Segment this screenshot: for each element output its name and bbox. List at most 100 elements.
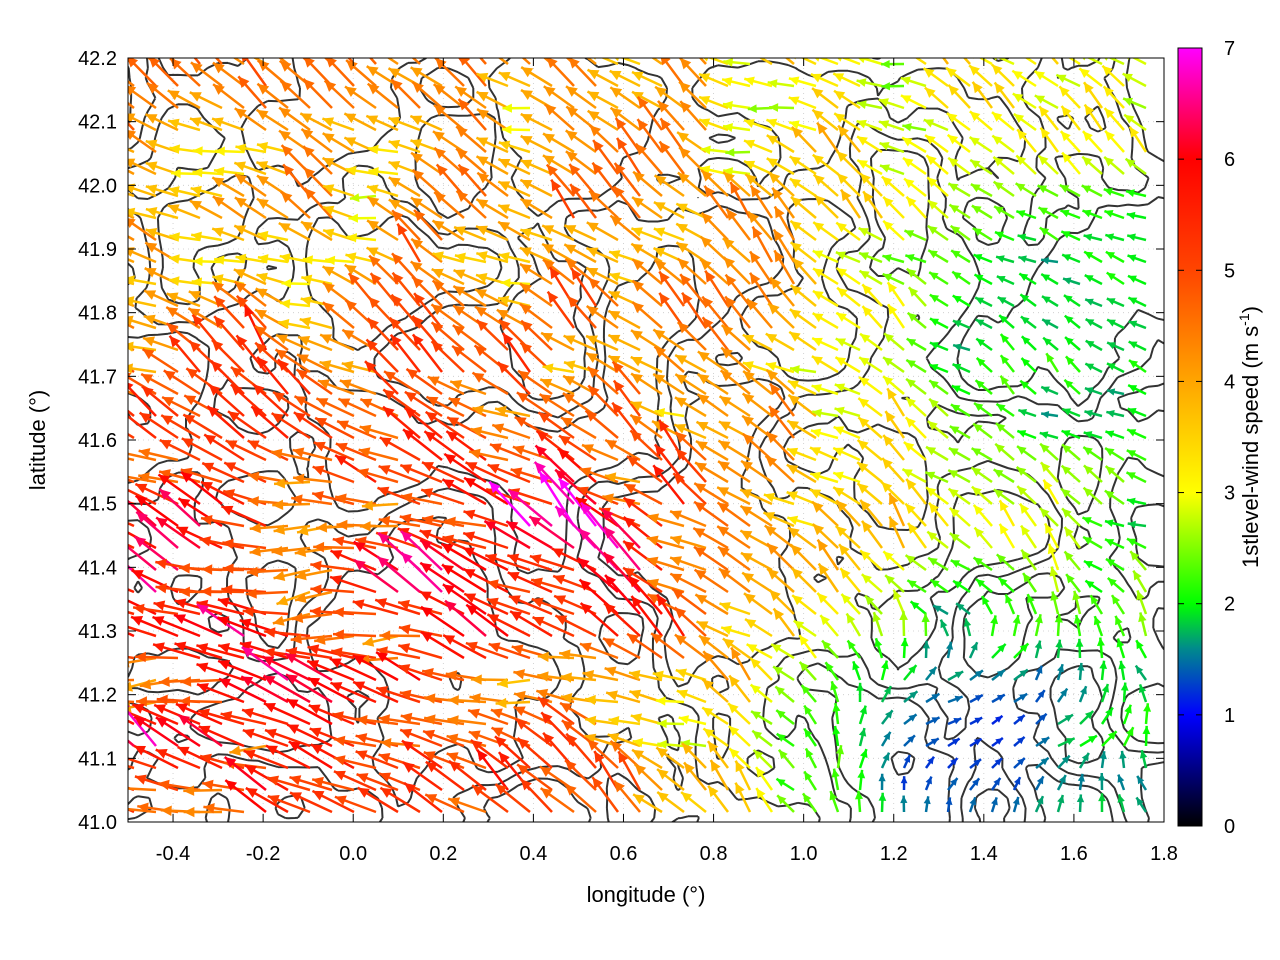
wind-vector (1135, 639, 1148, 659)
wind-vector-head (750, 251, 761, 264)
wind-vector (270, 448, 311, 462)
wind-vector (880, 480, 905, 505)
wind-vector-head (424, 431, 437, 442)
wind-vector-head (610, 107, 623, 119)
wind-vector (728, 674, 751, 703)
wind-vector-head (971, 205, 982, 214)
wind-vector-head (1106, 410, 1115, 418)
wind-vector-head (929, 342, 939, 350)
wind-vector (613, 162, 641, 197)
wind-vector-head (609, 272, 621, 282)
wind-vector (1105, 557, 1125, 572)
wind-vector-head (653, 329, 666, 340)
wind-vector (497, 157, 531, 176)
wind-vector (772, 228, 796, 263)
wind-vector (256, 197, 289, 220)
wind-vector-head (536, 430, 549, 442)
wind-vector-head (631, 227, 643, 237)
wind-vector (410, 151, 443, 176)
wind-vector-head (1034, 71, 1045, 81)
wind-vector (409, 114, 443, 132)
wind-vector (886, 303, 906, 329)
wind-vector-head (265, 728, 277, 739)
wind-vector (882, 272, 905, 286)
wind-vector (651, 58, 663, 66)
wind-vector (881, 82, 905, 91)
wind-vector (433, 146, 465, 175)
wind-vector (242, 606, 289, 617)
wind-vector-head (587, 69, 600, 80)
wind-vector (520, 112, 553, 132)
wind-vector-head (414, 293, 425, 305)
wind-vector-head (196, 662, 209, 673)
wind-vector (998, 523, 1016, 549)
wind-vector (972, 227, 993, 242)
wind-vector (751, 729, 773, 747)
wind-vector-head (128, 158, 136, 169)
wind-vector (811, 337, 839, 352)
wind-vector (233, 224, 267, 242)
wind-vector (1106, 341, 1125, 352)
wind-vector (892, 589, 906, 615)
wind-vector (1065, 573, 1081, 593)
wind-vector (1013, 692, 1028, 704)
wind-vector-head (699, 165, 711, 175)
wind-vector (322, 132, 355, 154)
wind-vector-head (608, 310, 621, 321)
wind-vector-head (223, 489, 236, 500)
wind-vector-head (680, 58, 692, 70)
wind-vector-head (725, 274, 737, 287)
wind-vector (970, 466, 993, 484)
wind-vector (1103, 107, 1125, 131)
wind-vector-head (865, 595, 875, 606)
wind-vector (441, 478, 487, 506)
wind-vector (969, 110, 993, 131)
wind-vector-head (531, 577, 543, 588)
wind-vector-head (768, 172, 781, 184)
wind-vector-head (905, 417, 916, 428)
wind-vector-head (769, 103, 779, 112)
wind-vector (128, 85, 157, 110)
wind-vector (789, 284, 817, 307)
wind-vector-head (725, 148, 735, 157)
wind-vector-head (273, 524, 285, 535)
wind-vector-head (279, 107, 291, 119)
wind-vector-head (747, 298, 759, 311)
wind-vector-head (878, 98, 889, 107)
wind-vector-head (335, 493, 347, 504)
wind-vector (812, 267, 839, 286)
wind-vector-head (948, 447, 959, 457)
wind-vector-head (319, 360, 332, 371)
wind-vector-head (388, 177, 401, 188)
wind-vector-head (975, 579, 985, 588)
wind-vector (654, 407, 685, 418)
wind-vector (804, 747, 818, 769)
wind-vector-head (569, 164, 581, 176)
wind-vector-head (145, 242, 158, 253)
wind-vector-head (455, 86, 468, 97)
wind-vector-head (579, 579, 592, 591)
wind-vector-shaft (586, 58, 597, 65)
wind-vector (882, 219, 905, 241)
wind-vector-head (167, 204, 180, 215)
wind-vector-head (788, 96, 800, 106)
wind-vector (1143, 703, 1152, 725)
wind-vector (787, 393, 817, 417)
wind-vector (972, 504, 993, 527)
wind-vector-head (507, 553, 520, 564)
wind-vector (1060, 487, 1081, 505)
wind-vector (811, 384, 839, 396)
wind-vector (630, 372, 663, 396)
wind-vector-head (257, 254, 269, 264)
wind-vector (585, 334, 619, 352)
wind-vector (790, 195, 817, 219)
wind-vector-head (169, 144, 181, 154)
wind-vector-head (332, 629, 345, 640)
wind-vector-head (999, 500, 1009, 512)
wind-vector (880, 685, 893, 703)
wind-vector-head (929, 380, 939, 389)
wind-vector-head (294, 592, 307, 604)
wind-vector (743, 76, 773, 88)
wind-vector (1018, 272, 1037, 286)
wind-vector-head (1130, 551, 1140, 561)
